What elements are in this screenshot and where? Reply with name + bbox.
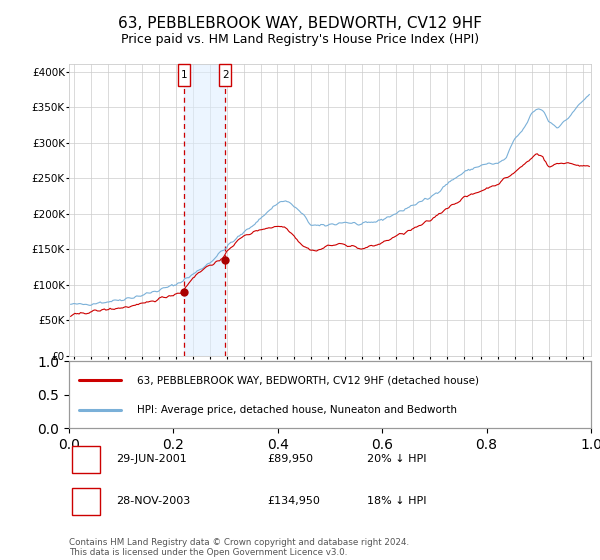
Text: Price paid vs. HM Land Registry's House Price Index (HPI): Price paid vs. HM Land Registry's House …	[121, 32, 479, 46]
Text: 29-JUN-2001: 29-JUN-2001	[116, 454, 187, 464]
Text: 1: 1	[181, 69, 187, 80]
Text: Contains HM Land Registry data © Crown copyright and database right 2024.
This d: Contains HM Land Registry data © Crown c…	[69, 538, 409, 557]
FancyBboxPatch shape	[178, 64, 190, 86]
Text: £89,950: £89,950	[268, 454, 313, 464]
Text: 1: 1	[82, 454, 89, 464]
FancyBboxPatch shape	[219, 64, 232, 86]
Text: £134,950: £134,950	[268, 496, 320, 506]
Text: 2: 2	[222, 69, 229, 80]
Bar	[184, 64, 225, 356]
FancyBboxPatch shape	[71, 488, 100, 515]
Text: 2: 2	[82, 496, 89, 506]
Text: 20% ↓ HPI: 20% ↓ HPI	[367, 454, 426, 464]
FancyBboxPatch shape	[71, 446, 100, 473]
Text: 28-NOV-2003: 28-NOV-2003	[116, 496, 190, 506]
Text: 18% ↓ HPI: 18% ↓ HPI	[367, 496, 426, 506]
Text: 63, PEBBLEBROOK WAY, BEDWORTH, CV12 9HF: 63, PEBBLEBROOK WAY, BEDWORTH, CV12 9HF	[118, 16, 482, 31]
Text: HPI: Average price, detached house, Nuneaton and Bedworth: HPI: Average price, detached house, Nune…	[137, 404, 457, 414]
Text: 63, PEBBLEBROOK WAY, BEDWORTH, CV12 9HF (detached house): 63, PEBBLEBROOK WAY, BEDWORTH, CV12 9HF …	[137, 375, 479, 385]
